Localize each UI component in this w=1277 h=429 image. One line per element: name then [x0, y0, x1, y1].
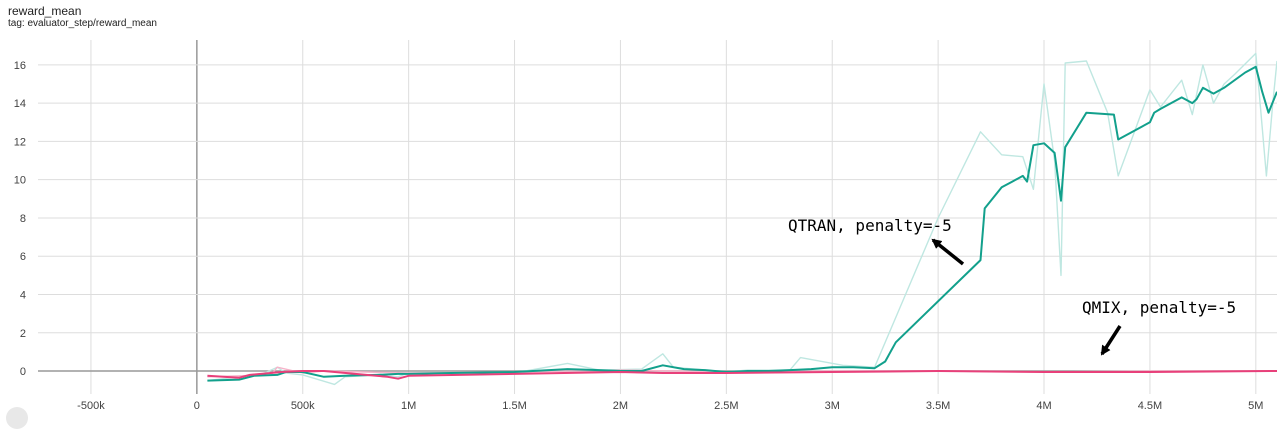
y-tick-label: 8 [20, 213, 26, 225]
x-tick-label: 2.5M [714, 400, 738, 412]
y-tick-label: 12 [14, 136, 26, 148]
x-tick-label: 4M [1036, 400, 1051, 412]
x-tick-label: 5M [1248, 400, 1263, 412]
y-tick-label: 10 [14, 175, 26, 187]
chart-title: reward_mean [8, 4, 82, 18]
y-tick-label: 2 [20, 328, 26, 340]
y-tick-label: 6 [20, 251, 26, 263]
x-tick-label: 2M [613, 400, 628, 412]
tick-label-layer: -500k 0 500k 1M 1.5M 2M 2.5M 3M 3.5M 4M 4.5M 5M 0 2 4 6… [14, 60, 1264, 412]
y-tick-label: 16 [14, 60, 26, 72]
annotation-arrow [931, 238, 965, 266]
chart-tag: tag: evaluator_step/reward_mean [8, 18, 157, 29]
y-tick-label: 4 [20, 289, 26, 301]
x-tick-label: -500k [77, 400, 105, 412]
chart-toggle-button[interactable] [6, 407, 28, 429]
annotation-arrow [1100, 325, 1122, 356]
y-tick-label: 14 [14, 98, 26, 110]
x-tick-label: 0 [194, 400, 200, 412]
grid-layer [38, 40, 1277, 394]
x-tick-label: 3.5M [926, 400, 950, 412]
x-tick-label: 1M [401, 400, 416, 412]
x-tick-label: 3M [825, 400, 840, 412]
series-layer [207, 52, 1277, 386]
x-tick-label: 4.5M [1138, 400, 1162, 412]
y-tick-label: 0 [20, 366, 26, 378]
series-line-qmix [207, 370, 1277, 380]
series-line-qtran-smoothed [207, 65, 1277, 382]
annotation-label: QMIX, penalty=-5 [1082, 298, 1236, 317]
x-tick-label: 1.5M [502, 400, 526, 412]
annotation-layer: QTRAN, penalty=-5 QMIX, penalty=-5 [788, 216, 1236, 356]
x-tick-label: 500k [291, 400, 315, 412]
annotation-label: QTRAN, penalty=-5 [788, 216, 952, 235]
chart-plot: -500k 0 500k 1M 1.5M 2M 2.5M 3M 3.5M 4M 4.5M 5M 0 2 4 6… [14, 40, 1277, 412]
